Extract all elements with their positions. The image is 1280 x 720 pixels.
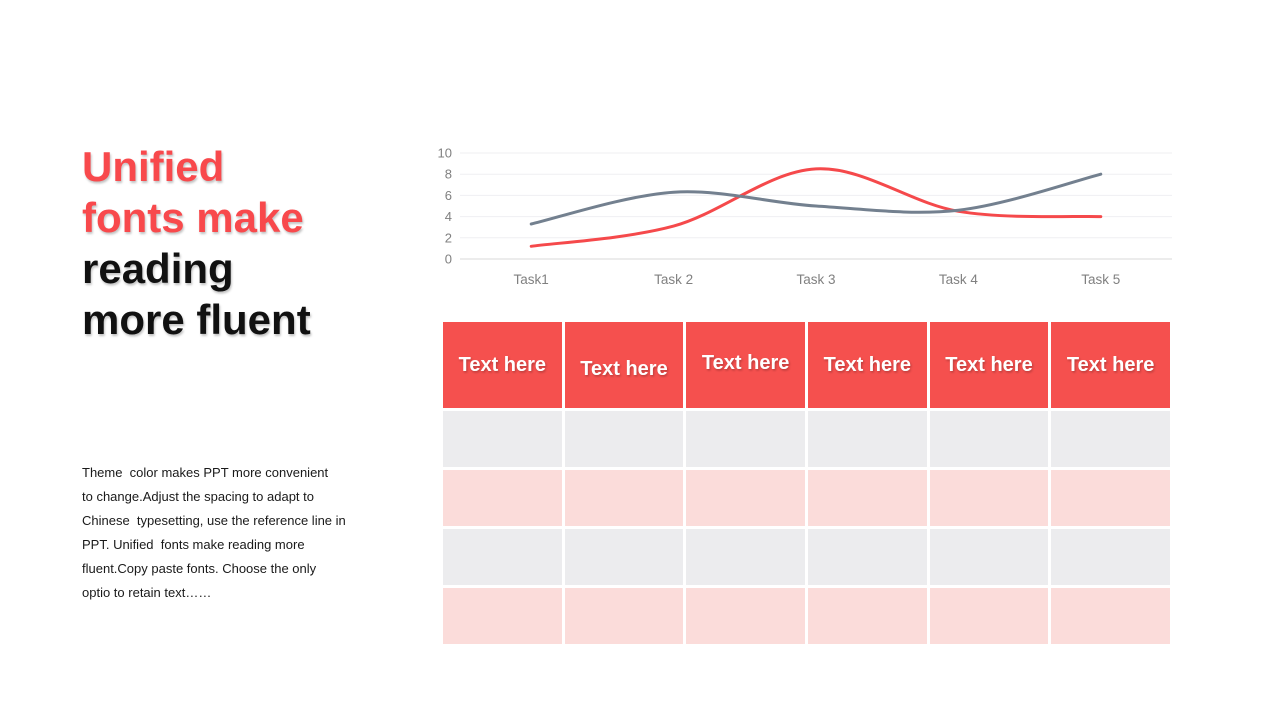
table-cell	[443, 588, 562, 644]
x-tick-label: Task 5	[1081, 272, 1120, 287]
table-header-label: Text here	[945, 353, 1033, 376]
x-tick-label: Task 2	[654, 272, 693, 287]
table-cell	[929, 411, 1049, 467]
table-cell	[443, 470, 562, 526]
table-header-cell: Text here	[443, 322, 562, 408]
gray-series-line	[529, 172, 1103, 226]
y-tick-label: 4	[445, 209, 452, 224]
table-cell	[564, 588, 684, 644]
table-cell	[686, 588, 805, 644]
table-cell	[443, 411, 562, 467]
table-cell	[807, 588, 927, 644]
table-header-label: Text here	[458, 353, 547, 376]
table-cell	[443, 529, 562, 585]
table-cell	[686, 470, 805, 526]
table-cell	[564, 529, 684, 585]
body-line: optio to retain text……	[82, 585, 212, 600]
body-line: fluent.Copy paste fonts. Choose the only	[82, 561, 317, 576]
title-line-1: Unified	[82, 143, 225, 190]
table-cell	[686, 411, 805, 467]
table-cell	[807, 411, 927, 467]
table-cell	[807, 529, 927, 585]
table-cell	[1051, 529, 1170, 585]
red-series-line	[529, 167, 1103, 248]
table-cell	[929, 470, 1049, 526]
table-cell	[564, 411, 684, 467]
title-line-2: fonts make	[82, 194, 304, 241]
table-header-cell: Text here	[1051, 322, 1170, 408]
table-cell	[564, 470, 684, 526]
x-tick-label: Task1	[514, 272, 549, 287]
y-tick-label: 10	[438, 146, 452, 161]
table-cell	[1051, 470, 1170, 526]
table-header-label: Text here	[1066, 353, 1155, 376]
slide-title: Unified fonts make reading more fluent	[82, 141, 311, 345]
table-header-label: Text here	[701, 351, 790, 374]
title-line-3: reading	[82, 245, 234, 292]
table-cell	[807, 470, 927, 526]
y-tick-label: 2	[445, 230, 452, 245]
table-header-label: Text here	[580, 357, 668, 380]
table-cell	[929, 588, 1049, 644]
table-header-cell: Text here	[686, 322, 805, 408]
x-tick-label: Task 4	[939, 272, 979, 287]
table-cell	[686, 529, 805, 585]
table-header-label: Text here	[823, 353, 912, 376]
x-tick-label: Task 3	[796, 272, 835, 287]
title-line-4: more fluent	[82, 296, 311, 343]
body-line: Chinese typesetting, use the reference l…	[82, 513, 346, 528]
data-table: Text here Text here Text here Text here Text…	[443, 322, 1170, 644]
body-line: Theme color makes PPT more convenient	[82, 465, 329, 480]
table-header-cell: Text here	[807, 322, 927, 408]
y-tick-label: 6	[445, 188, 452, 203]
table-cell	[1051, 588, 1170, 644]
body-line: to change.Adjust the spacing to adapt to	[82, 489, 315, 504]
table-header-cell: Text here	[929, 322, 1049, 408]
y-tick-label: 0	[445, 252, 452, 267]
line-chart: 0 2 4 6 8 10 Task1 Task 2 Task 3 Task 4 Task 5	[438, 146, 1172, 287]
y-tick-label: 8	[445, 167, 452, 182]
table-cell	[929, 529, 1049, 585]
table-header-cell: Text here	[564, 322, 684, 408]
body-line: PPT. Unified fonts make reading more	[82, 537, 305, 552]
body-paragraph: Theme color makes PPT more convenient to …	[82, 461, 346, 605]
table-cell	[1051, 411, 1170, 467]
